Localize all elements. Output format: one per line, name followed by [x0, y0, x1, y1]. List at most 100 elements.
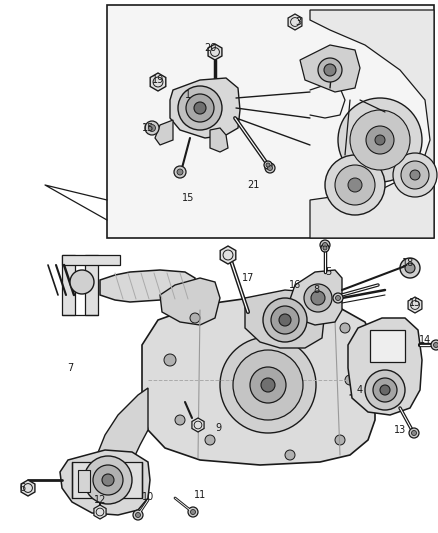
- Circle shape: [279, 314, 290, 326]
- Circle shape: [164, 354, 176, 366]
- Circle shape: [133, 510, 143, 520]
- Circle shape: [317, 58, 341, 82]
- Polygon shape: [369, 330, 404, 362]
- Polygon shape: [208, 44, 222, 60]
- Circle shape: [249, 367, 285, 403]
- Circle shape: [347, 178, 361, 192]
- Circle shape: [410, 431, 416, 435]
- Text: 19: 19: [152, 75, 164, 85]
- Circle shape: [310, 291, 324, 305]
- Circle shape: [430, 340, 438, 350]
- Circle shape: [84, 456, 132, 504]
- Polygon shape: [90, 388, 148, 495]
- Circle shape: [400, 161, 428, 189]
- Circle shape: [262, 298, 306, 342]
- Circle shape: [399, 258, 419, 278]
- Circle shape: [270, 306, 298, 334]
- Circle shape: [249, 303, 259, 313]
- Text: 14: 14: [418, 335, 430, 345]
- Circle shape: [337, 98, 421, 182]
- Circle shape: [102, 474, 114, 486]
- Text: 18: 18: [401, 258, 413, 268]
- Circle shape: [175, 415, 184, 425]
- Circle shape: [265, 163, 274, 173]
- Text: 20: 20: [203, 43, 215, 53]
- Circle shape: [379, 385, 389, 395]
- Polygon shape: [407, 297, 421, 313]
- Bar: [107, 5, 433, 238]
- Circle shape: [303, 284, 331, 312]
- Circle shape: [349, 110, 409, 170]
- Circle shape: [408, 428, 418, 438]
- Circle shape: [177, 169, 183, 175]
- Circle shape: [70, 270, 94, 294]
- Text: 21: 21: [246, 180, 258, 190]
- Polygon shape: [62, 255, 120, 265]
- Circle shape: [190, 510, 195, 514]
- Circle shape: [372, 378, 396, 402]
- Circle shape: [392, 153, 436, 197]
- Polygon shape: [191, 418, 204, 432]
- Polygon shape: [62, 255, 75, 315]
- Circle shape: [284, 450, 294, 460]
- Polygon shape: [78, 470, 90, 492]
- Circle shape: [323, 64, 335, 76]
- Text: 3: 3: [294, 17, 300, 27]
- Circle shape: [365, 126, 393, 154]
- Polygon shape: [287, 270, 341, 325]
- Circle shape: [334, 435, 344, 445]
- Circle shape: [322, 243, 327, 247]
- Text: 1: 1: [184, 90, 191, 100]
- Circle shape: [319, 240, 329, 250]
- Text: 13: 13: [393, 425, 405, 435]
- Polygon shape: [85, 255, 98, 315]
- Polygon shape: [155, 120, 173, 145]
- Text: 6: 6: [19, 483, 25, 493]
- Polygon shape: [347, 318, 421, 415]
- Circle shape: [173, 166, 186, 178]
- Circle shape: [190, 313, 200, 323]
- Circle shape: [432, 343, 438, 348]
- Polygon shape: [159, 278, 219, 325]
- Polygon shape: [60, 450, 150, 515]
- Polygon shape: [150, 73, 166, 91]
- Circle shape: [194, 102, 205, 114]
- Circle shape: [404, 263, 414, 273]
- Text: 8: 8: [312, 285, 318, 295]
- Circle shape: [219, 337, 315, 433]
- Circle shape: [344, 375, 354, 385]
- Polygon shape: [170, 78, 240, 138]
- Text: 10: 10: [141, 492, 154, 502]
- Circle shape: [265, 163, 269, 167]
- Circle shape: [335, 295, 340, 301]
- Circle shape: [320, 244, 328, 252]
- Circle shape: [322, 246, 326, 250]
- Circle shape: [177, 86, 222, 130]
- Circle shape: [332, 293, 342, 303]
- Text: 7: 7: [67, 363, 73, 373]
- Text: 15: 15: [408, 298, 420, 308]
- Text: 17: 17: [241, 273, 254, 283]
- Polygon shape: [100, 270, 194, 302]
- Circle shape: [186, 94, 213, 122]
- Circle shape: [148, 125, 155, 132]
- Circle shape: [409, 170, 419, 180]
- Circle shape: [267, 166, 272, 171]
- Polygon shape: [141, 298, 374, 465]
- Text: 12: 12: [94, 495, 106, 505]
- Circle shape: [364, 370, 404, 410]
- Polygon shape: [21, 480, 35, 496]
- Circle shape: [233, 350, 302, 420]
- Polygon shape: [209, 128, 227, 152]
- Circle shape: [324, 155, 384, 215]
- Polygon shape: [94, 505, 106, 519]
- Polygon shape: [220, 246, 235, 264]
- Text: 15: 15: [141, 123, 154, 133]
- Text: 15: 15: [181, 193, 194, 203]
- Circle shape: [145, 121, 159, 135]
- Circle shape: [334, 165, 374, 205]
- Circle shape: [263, 161, 272, 169]
- Circle shape: [93, 465, 123, 495]
- Polygon shape: [299, 45, 359, 92]
- Circle shape: [374, 135, 384, 145]
